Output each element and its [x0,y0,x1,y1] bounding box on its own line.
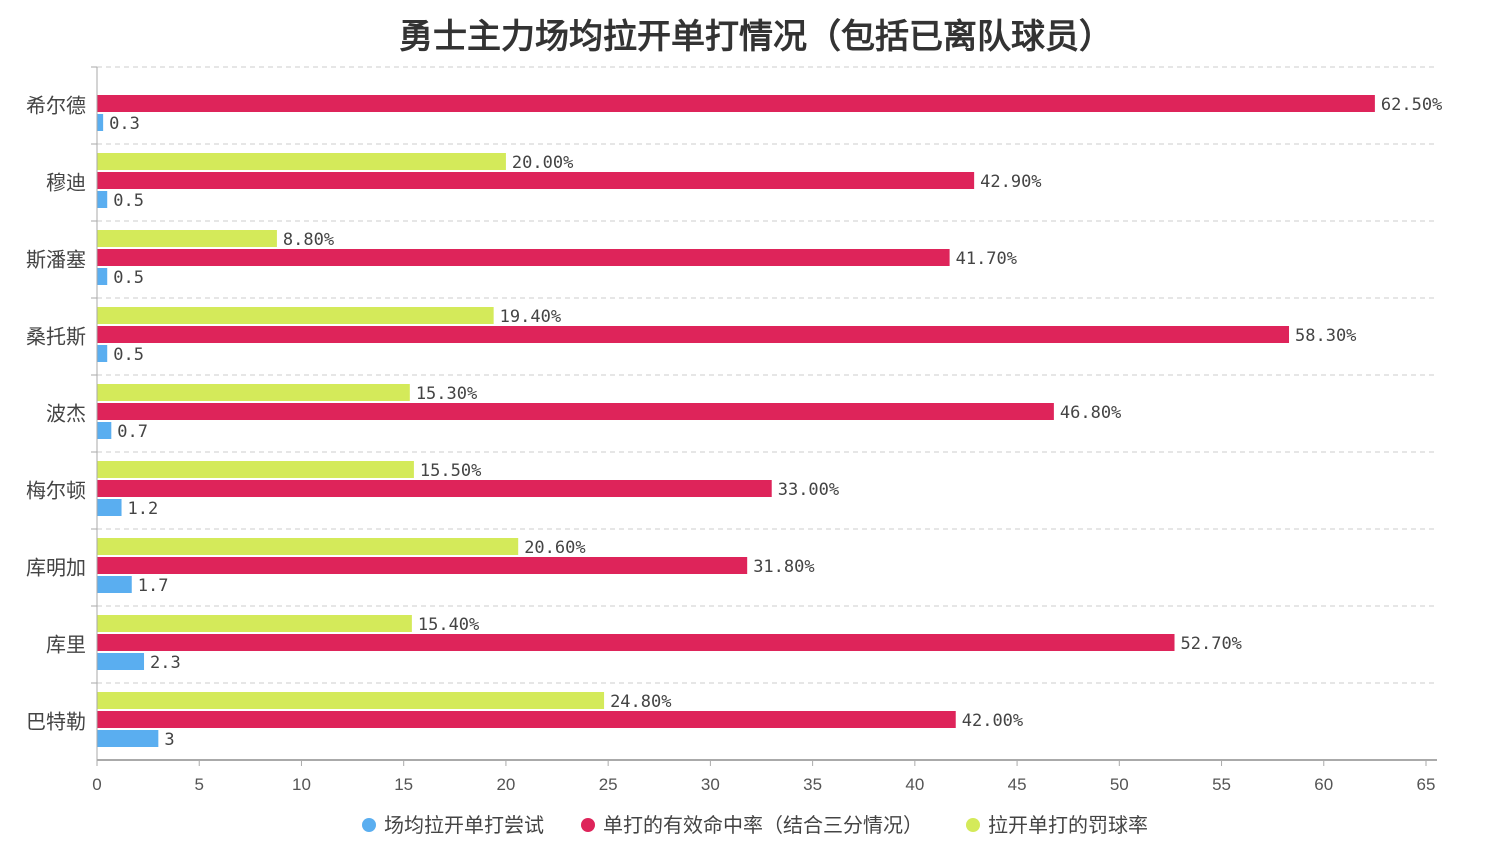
bar [97,191,108,208]
bar [97,653,145,670]
category-label: 巴特勒 [26,711,86,734]
data-label: 0.5 [113,268,144,288]
legend-label: 场均拉开单打尝试 [384,814,544,837]
category-label: 梅尔顿 [26,480,86,503]
bar [97,403,1054,420]
x-tick-label: 45 [1008,775,1027,794]
gridlines [97,66,1437,684]
data-label: 62.50% [1381,95,1442,115]
bar [97,114,104,131]
x-tick-label: 55 [1212,775,1231,794]
bar [97,538,519,555]
data-label: 2.3 [150,653,181,673]
x-tick-label: 15 [394,775,413,794]
data-label: 0.5 [113,345,144,365]
x-tick-label: 30 [701,775,720,794]
x-tick-label: 60 [1314,775,1333,794]
bar [97,268,108,285]
data-label: 52.70% [1181,634,1242,654]
data-label: 42.00% [962,711,1023,731]
bar [97,730,159,747]
data-label: 15.30% [416,384,477,404]
data-label: 0.3 [109,114,140,134]
bar [97,249,950,266]
legend: 场均拉开单打尝试 单打的有效命中率（结合三分情况） 拉开单打的罚球率 [362,814,1148,837]
bar [97,95,1375,112]
x-tick-label: 35 [803,775,822,794]
x-tick-label: 20 [496,775,515,794]
bar [97,634,1175,651]
data-label: 0.5 [113,191,144,211]
x-tick-label: 0 [92,775,101,794]
bar [97,557,748,574]
legend-item[interactable]: 单打的有效命中率（结合三分情况） [581,814,923,837]
data-label: 15.40% [418,615,479,635]
bars: 62.50% 0.3 20.00% 42.90% 0.5 8.80% 41.70% 0.5 19… [97,95,1442,750]
bar [97,230,277,247]
bar [97,461,414,478]
category-label: 穆迪 [46,172,86,195]
category-label: 斯潘塞 [26,249,86,272]
x-tick-label: 25 [599,775,618,794]
data-label: 41.70% [956,249,1017,269]
legend-marker-icon [966,818,980,832]
bar [97,499,122,516]
data-label: 58.30% [1295,326,1356,346]
bar [97,172,975,189]
category-label: 希尔德 [26,95,86,118]
legend-label: 单打的有效命中率（结合三分情况） [603,814,923,837]
category-label: 波杰 [46,403,86,426]
bar [97,384,410,401]
data-label: 15.50% [420,461,481,481]
category-label: 库明加 [26,557,86,580]
data-label: 33.00% [778,480,839,500]
x-tick-label: 5 [194,775,203,794]
data-label: 46.80% [1060,403,1121,423]
bar [97,711,956,728]
legend-marker-icon [581,818,595,832]
legend-item[interactable]: 场均拉开单打尝试 [362,814,544,837]
bar [97,326,1290,343]
data-label: 20.00% [512,153,573,173]
category-label: 库里 [46,634,86,657]
data-label: 3 [164,730,174,750]
legend-label: 拉开单打的罚球率 [988,814,1148,837]
data-label: 8.80% [283,230,334,250]
bar [97,345,108,362]
data-label: 24.80% [610,692,671,712]
bar [97,615,412,632]
data-label: 42.90% [980,172,1041,192]
chart-title: 勇士主力场均拉开单打情况（包括已离队球员） [399,17,1113,56]
legend-item[interactable]: 拉开单打的罚球率 [966,814,1148,837]
bar [97,422,112,439]
legend-marker-icon [362,818,376,832]
data-label: 31.80% [753,557,814,577]
x-tick-label: 50 [1110,775,1129,794]
data-label: 1.2 [128,499,159,519]
bar [97,480,772,497]
x-tick-label: 40 [905,775,924,794]
category-label: 桑托斯 [26,326,86,349]
bar [97,692,605,709]
data-label: 19.40% [500,307,561,327]
bar [97,153,506,170]
data-label: 1.7 [138,576,169,596]
x-tick-label: 65 [1417,775,1436,794]
bar [97,576,132,593]
x-tick-label: 10 [292,775,311,794]
bar [97,307,494,324]
data-label: 20.60% [524,538,585,558]
data-label: 0.7 [117,422,148,442]
